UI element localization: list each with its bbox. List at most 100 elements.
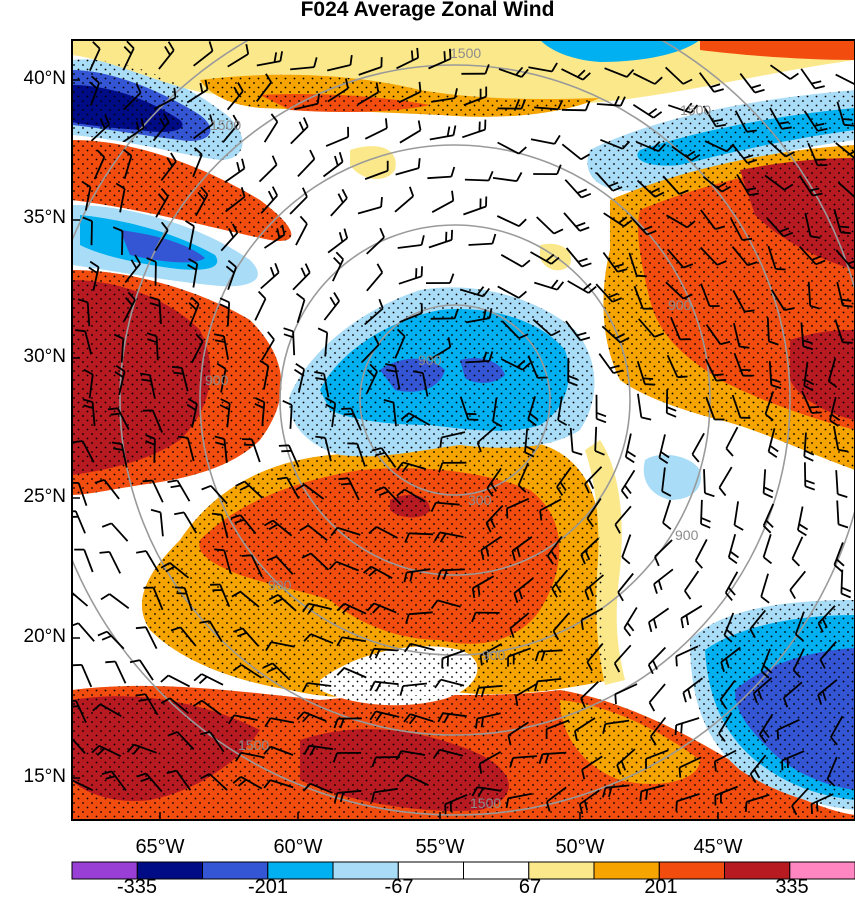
wind-barb-flag (720, 661, 725, 672)
wind-barb-flag (511, 550, 516, 561)
wind-barb-flag (567, 375, 578, 381)
wind-barb-flag (539, 510, 543, 521)
wind-barb-shaft (152, 587, 164, 611)
axis-ticks (72, 79, 719, 820)
wind-barb-shaft (220, 368, 227, 393)
wind-barb-flag (626, 622, 635, 632)
wind-barb-flag (814, 122, 825, 127)
wind-barb-flag (374, 648, 381, 659)
wind-barb-flag (410, 50, 414, 61)
wind-barb-flag (366, 602, 375, 612)
wind-barb-flag (294, 368, 304, 376)
wind-barb-flag (746, 129, 757, 133)
wind-barb-flag (675, 656, 678, 667)
colorbar-swatch (789, 861, 855, 880)
wind-barb-flag (372, 605, 381, 614)
wind-barb-flag (765, 519, 774, 529)
wind-barb-flag (439, 533, 447, 543)
wind-barb-flag (715, 123, 727, 128)
wind-barb-shaft (406, 774, 429, 787)
wind-barb-flag (174, 511, 185, 516)
wind-barb-flag (700, 523, 711, 529)
wind-barb-shaft (122, 48, 135, 71)
wind-barb-flag (620, 490, 629, 500)
wind-barb-flag (791, 558, 801, 567)
wind-barb-flag (115, 365, 126, 373)
wind-barb-shaft (357, 91, 379, 106)
wind-barb-flag (100, 593, 110, 601)
wind-barb-shaft (290, 66, 315, 71)
wind-barb-flag (680, 723, 683, 734)
wind-barb-flag (614, 694, 617, 705)
wind-barb-shaft (614, 644, 632, 664)
wind-barb-flag (368, 526, 377, 535)
wind-barb-flag (660, 451, 670, 459)
wind-barb-flag (725, 592, 733, 601)
wind-barb-flag (160, 188, 169, 197)
wind-barb-flag (241, 554, 252, 557)
wind-barb-flag (336, 667, 345, 676)
wind-barb-flag (487, 170, 494, 181)
wind-barb-shaft (459, 288, 484, 298)
wind-barb-shaft (169, 562, 190, 579)
wind-barb-shaft (226, 302, 231, 327)
wind-barb-flag (412, 370, 424, 374)
wind-barb-shaft (110, 770, 127, 792)
wind-barb-flag (339, 792, 345, 803)
wind-barb-flag (276, 228, 281, 239)
wind-barb-flag (743, 154, 754, 160)
wind-barb-shaft (733, 352, 744, 377)
wind-barb-flag (763, 556, 773, 565)
wind-barb-shaft (392, 402, 397, 427)
lat-label: 30°N (23, 346, 66, 367)
wind-barb-shaft (155, 195, 169, 218)
wind-barb-flag (648, 701, 656, 712)
wind-barb-flag (550, 330, 561, 337)
wind-barb-shaft (366, 371, 378, 394)
wind-barb-shaft (250, 554, 263, 578)
wind-barb-flag (215, 441, 226, 446)
wind-barb-shaft (153, 96, 176, 110)
wind-barb-shaft (492, 177, 517, 182)
wind-barb-shaft (81, 440, 95, 463)
wind-barb-flag (299, 215, 308, 225)
wind-barb-flag (809, 187, 820, 192)
wind-barb-flag (552, 630, 560, 641)
wind-barb-shaft (500, 254, 523, 268)
wind-barb-shaft (201, 699, 222, 716)
wind-barb-flag (417, 158, 421, 169)
wind-barb-shaft (727, 533, 737, 558)
wind-barb-flag (176, 592, 187, 595)
lat-label: 20°N (23, 626, 66, 647)
wind-barb-shaft (176, 479, 191, 502)
wind-barb-shaft (256, 60, 281, 67)
wind-barb-flag (159, 117, 166, 128)
wind-barb-flag (486, 487, 494, 497)
wind-barb-shaft (596, 172, 614, 192)
wind-barb-shaft (605, 784, 630, 789)
wind-barb-shaft (459, 396, 470, 420)
wind-barb-flag (304, 263, 311, 273)
wind-barb-flag (296, 711, 305, 721)
wind-barb-flag (124, 297, 133, 306)
wind-barb-shaft (680, 605, 703, 620)
wind-barb-flag (380, 197, 383, 208)
wind-barb-flag (721, 185, 732, 193)
wind-barb-shaft (791, 787, 809, 807)
wind-barb-shaft (616, 748, 636, 766)
wind-barb-flag (325, 397, 336, 404)
wind-barb-shaft (223, 335, 229, 360)
wind-barb-shaft (731, 394, 742, 418)
wind-barb-flag (762, 728, 770, 739)
wind-barb-flag (301, 187, 308, 198)
wind-barb-flag (82, 216, 93, 222)
wind-barb-shaft (463, 95, 487, 106)
wind-barb-flag (645, 789, 649, 800)
wind-barb-shaft (123, 299, 136, 322)
wind-barb-flag (556, 486, 564, 496)
wind-barb-flag (313, 57, 318, 68)
wind-barb-flag (197, 191, 206, 201)
wind-barb-shaft (375, 526, 399, 539)
wind-barb-flag (395, 750, 403, 761)
wind-barb-flag (132, 746, 141, 755)
